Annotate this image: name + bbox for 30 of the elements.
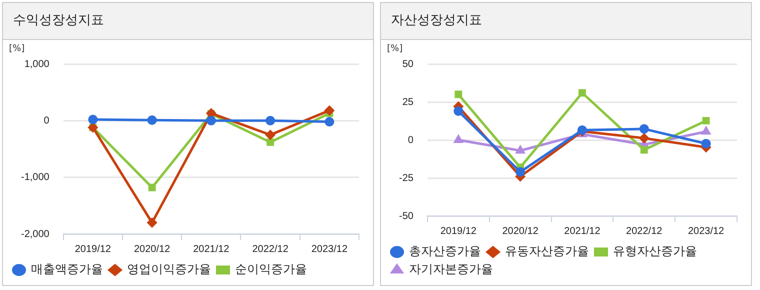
x-tick-label: 2020/12 — [134, 244, 171, 255]
y-tick-label: 1,000 — [24, 58, 50, 70]
x-tick-label: 2021/12 — [564, 226, 601, 237]
chart-title: 수익성장성지표 — [3, 3, 373, 40]
x-tick-label: 2019/12 — [74, 244, 112, 255]
y-tick-label: 0 — [44, 115, 50, 126]
y-tick-label: 25 — [402, 96, 414, 108]
x-tick-label: 2019/12 — [440, 226, 477, 237]
y-tick-label: 50 — [402, 58, 414, 70]
legend-label: 자기자본증가율 — [409, 262, 493, 276]
y-axis-title: [%] — [387, 44, 403, 54]
legend-label: 총자산증가율 — [409, 244, 481, 258]
y-tick-label: -25 — [399, 172, 414, 184]
y-tick-label: -1,000 — [20, 172, 50, 184]
x-tick-label: 2023/12 — [688, 226, 725, 237]
x-tick-label: 2023/12 — [311, 244, 348, 255]
x-tick-label: 2022/12 — [252, 244, 289, 255]
chart-title: 자산성장성지표 — [381, 3, 751, 40]
legend-label: 유형자산증가율 — [613, 244, 697, 258]
y-tick-label: 0 — [408, 134, 414, 146]
x-tick-label: 2022/12 — [626, 226, 663, 237]
y-tick-label: -2,000 — [20, 228, 50, 240]
y-tick-label: -50 — [399, 210, 414, 222]
legend-label: 영업이익증가율 — [127, 262, 211, 276]
legend-label: 유동자산증가율 — [505, 244, 589, 258]
x-tick-label: 2021/12 — [193, 244, 230, 255]
x-tick-label: 2020/12 — [502, 226, 539, 237]
legend-label: 매출액증가율 — [31, 262, 103, 276]
legend-label: 순이익증가율 — [235, 262, 307, 276]
y-axis-title: [%] — [9, 44, 25, 54]
